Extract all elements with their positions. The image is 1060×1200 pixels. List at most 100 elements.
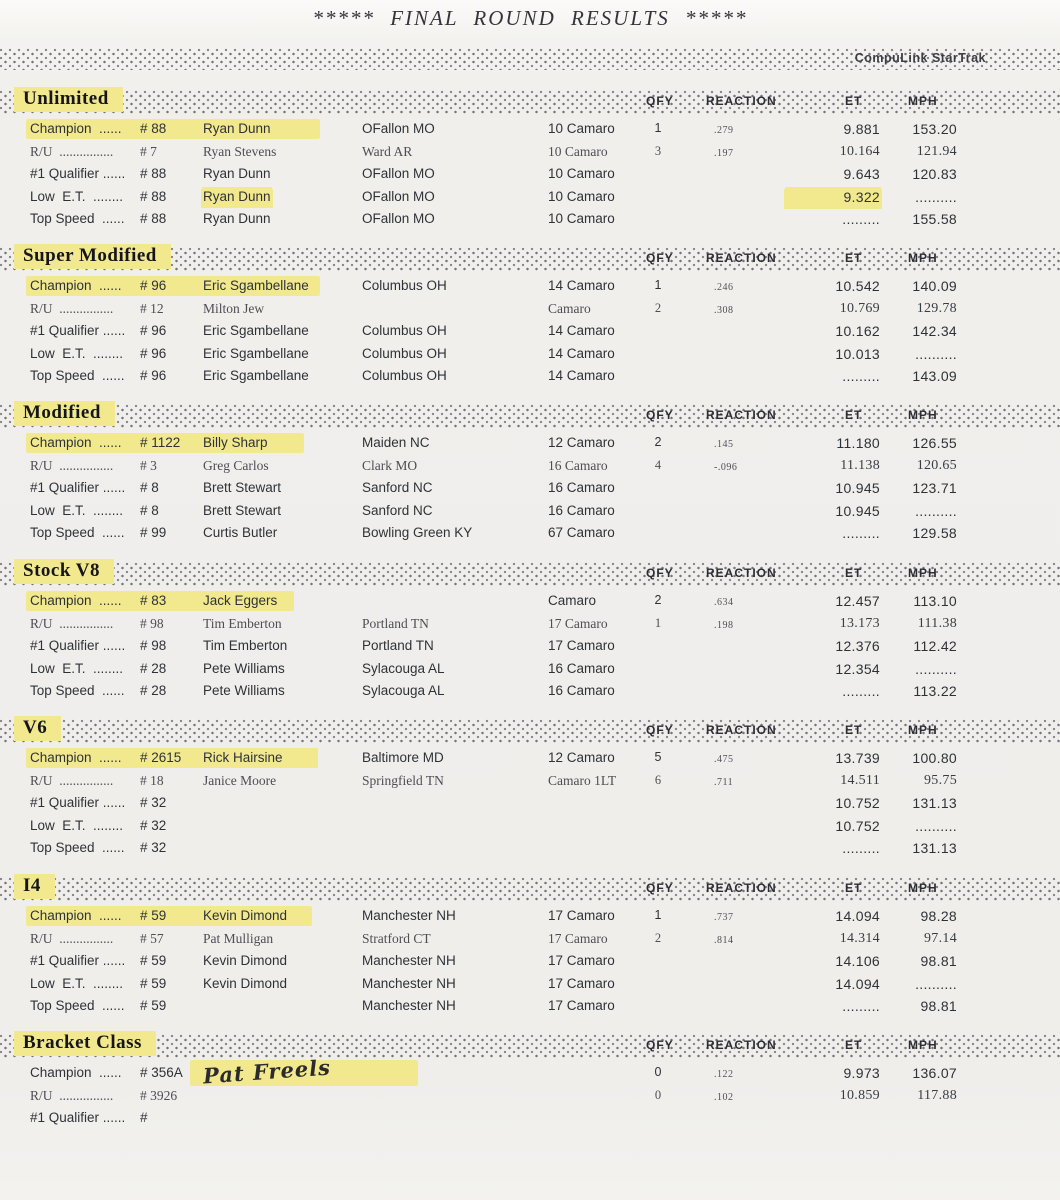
cell-qfy: 4 [654, 457, 662, 472]
cell-city: Sylacouga AL [362, 683, 445, 698]
cell-reaction: .246 [714, 282, 734, 293]
cell-et: 11.180 [836, 435, 880, 451]
section-title: V6 [14, 716, 62, 741]
champion-highlight [26, 119, 320, 139]
cell-name: Curtis Butler [203, 525, 278, 540]
cell-city: Portland TN [362, 638, 434, 653]
section-header-band: Bracket Class QFY REACTION ET MPH [0, 1031, 1060, 1058]
result-row: #1 Qualifier ...... # 98 Tim Emberton Portl… [0, 636, 1060, 658]
cell-city: Maiden NC [362, 435, 430, 450]
cell-qfy: 2 [654, 930, 662, 945]
column-header-mph: MPH [908, 251, 938, 265]
result-row: Top Speed ...... # 96 Eric Sgambellane Colu… [0, 366, 1060, 388]
cell-label: #1 Qualifier ...... [30, 953, 126, 968]
cell-mph: 143.09 [912, 368, 957, 384]
column-header-qfy: QFY [646, 881, 674, 895]
cell-num: # 8 [140, 502, 159, 518]
cell-car: 17 Camaro [548, 930, 608, 946]
column-header-mph: MPH [908, 1038, 938, 1052]
section-header-band: I4 QFY REACTION ET MPH [0, 874, 1060, 901]
cell-et: 14.094 [835, 908, 880, 924]
cell-et: 9.643 [843, 166, 880, 182]
cell-reaction: .279 [714, 125, 734, 136]
cell-num: # 96 [140, 278, 167, 293]
cell-et: 9.973 [843, 1065, 880, 1081]
cell-mph: 140.09 [912, 278, 957, 294]
cell-reaction: -.096 [714, 461, 738, 473]
column-header-qfy: QFY [646, 94, 674, 108]
result-row: R/U ................ # 3 Greg Carlos Clark … [0, 456, 1060, 478]
section-title: Unlimited [14, 87, 123, 112]
cell-label: Top Speed ...... [30, 840, 125, 855]
result-row: #1 Qualifier ...... # 32 10.752 131.13 [0, 793, 1060, 815]
cell-num: # 7 [140, 143, 157, 159]
cell-reaction: .145 [714, 439, 734, 450]
result-row: R/U ................ # 3926 0 .102 10.859 117… [0, 1086, 1060, 1108]
cell-qfy: 2 [654, 300, 662, 315]
cell-qfy: 0 [654, 1087, 662, 1102]
result-row: Champion ...... # 1122 Billy Sharp Maiden N… [0, 433, 1060, 455]
section-super-modified: Super Modified QFY REACTION ET MPH Champion .… [0, 244, 1060, 397]
cell-mph: 97.14 [924, 930, 957, 946]
cell-name: Kevin Dimond [203, 953, 288, 968]
cell-num: # 88 [140, 121, 167, 136]
cell-label: Top Speed ...... [30, 683, 125, 698]
cell-name: Billy Sharp [203, 435, 268, 450]
cell-mph: 111.38 [917, 615, 957, 631]
cell-num: # 1122 [140, 435, 181, 450]
cell-label: #1 Qualifier ...... [30, 1110, 126, 1125]
cell-et: 10.945 [835, 502, 880, 519]
cell-city: Bowling Green KY [362, 525, 473, 540]
cell-name: Kevin Dimond [203, 975, 288, 991]
section-v6: V6 QFY REACTION ET MPH Champion ...... # 2615 R… [0, 716, 1060, 869]
cell-name: Ryan Dunn [203, 188, 271, 204]
result-row: Top Speed ...... # 88 Ryan Dunn OFallon MO 1… [0, 209, 1060, 231]
cell-city: Columbus OH [362, 323, 447, 338]
cell-label: Low E.T. ........ [30, 975, 124, 991]
section-title: Modified [14, 401, 115, 426]
cell-num: # 59 [140, 975, 167, 991]
cell-et: 9.322 [786, 188, 880, 205]
cell-car: 16 Camaro [548, 457, 608, 473]
cell-car: 17 Camaro [548, 998, 615, 1013]
cell-mph: 136.07 [912, 1065, 957, 1081]
top-dotted-band: CompuLink StarTrak [0, 48, 1060, 70]
cell-name: Eric Sgambellane [203, 345, 309, 361]
section-title: Stock V8 [14, 559, 115, 584]
cell-num: # 32 [140, 795, 167, 810]
section-header-band: Unlimited QFY REACTION ET MPH [0, 87, 1060, 114]
cell-name: Janice Moore [203, 772, 277, 788]
cell-num: # 88 [140, 211, 167, 226]
cell-name: Ryan Dunn [203, 121, 271, 136]
cell-num: # 99 [140, 525, 167, 540]
column-header-mph: MPH [908, 566, 938, 580]
cell-et: 14.106 [835, 953, 880, 969]
result-row: R/U ................ # 57 Pat Mulligan Stra… [0, 929, 1060, 951]
cell-num: # 28 [140, 660, 167, 676]
result-row: R/U ................ # 18 Janice Moore Spri… [0, 771, 1060, 793]
cell-label: #1 Qualifier ...... [30, 795, 126, 810]
cell-reaction: .737 [714, 912, 734, 923]
cell-car: 17 Camaro [548, 975, 615, 991]
cell-label: Low E.T. ........ [30, 345, 124, 361]
cell-num: # 59 [140, 953, 167, 968]
cell-num: # 59 [140, 998, 167, 1013]
result-row: #1 Qualifier ...... # 59 Kevin Dimond Manch… [0, 951, 1060, 973]
cell-qfy: 1 [654, 121, 662, 135]
cell-label: Champion ...... [30, 121, 122, 136]
cell-et: ......... [842, 840, 880, 856]
result-row: Low E.T. ........ # 32 10.752.......... [0, 816, 1060, 838]
cell-name: Kevin Dimond [203, 908, 288, 923]
cell-city: OFallon MO [362, 211, 435, 226]
result-row: Champion ...... # 59 Kevin Dimond Mancheste… [0, 906, 1060, 928]
column-header-reaction: REACTION [706, 251, 777, 265]
cell-reaction: .197 [714, 147, 734, 159]
cell-num: # 28 [140, 683, 167, 698]
cell-label: Top Speed ...... [30, 211, 125, 226]
cell-num: # 57 [140, 930, 164, 946]
section-stock-v8: Stock V8 QFY REACTION ET MPH Champion ...... #… [0, 559, 1060, 712]
result-row: Top Speed ...... # 32......... 131.13 [0, 838, 1060, 860]
cell-et: 13.739 [835, 750, 880, 766]
champion-highlight [190, 1060, 418, 1086]
result-row: Low E.T. ........ # 28 Pete Williams Sylaco… [0, 659, 1060, 681]
